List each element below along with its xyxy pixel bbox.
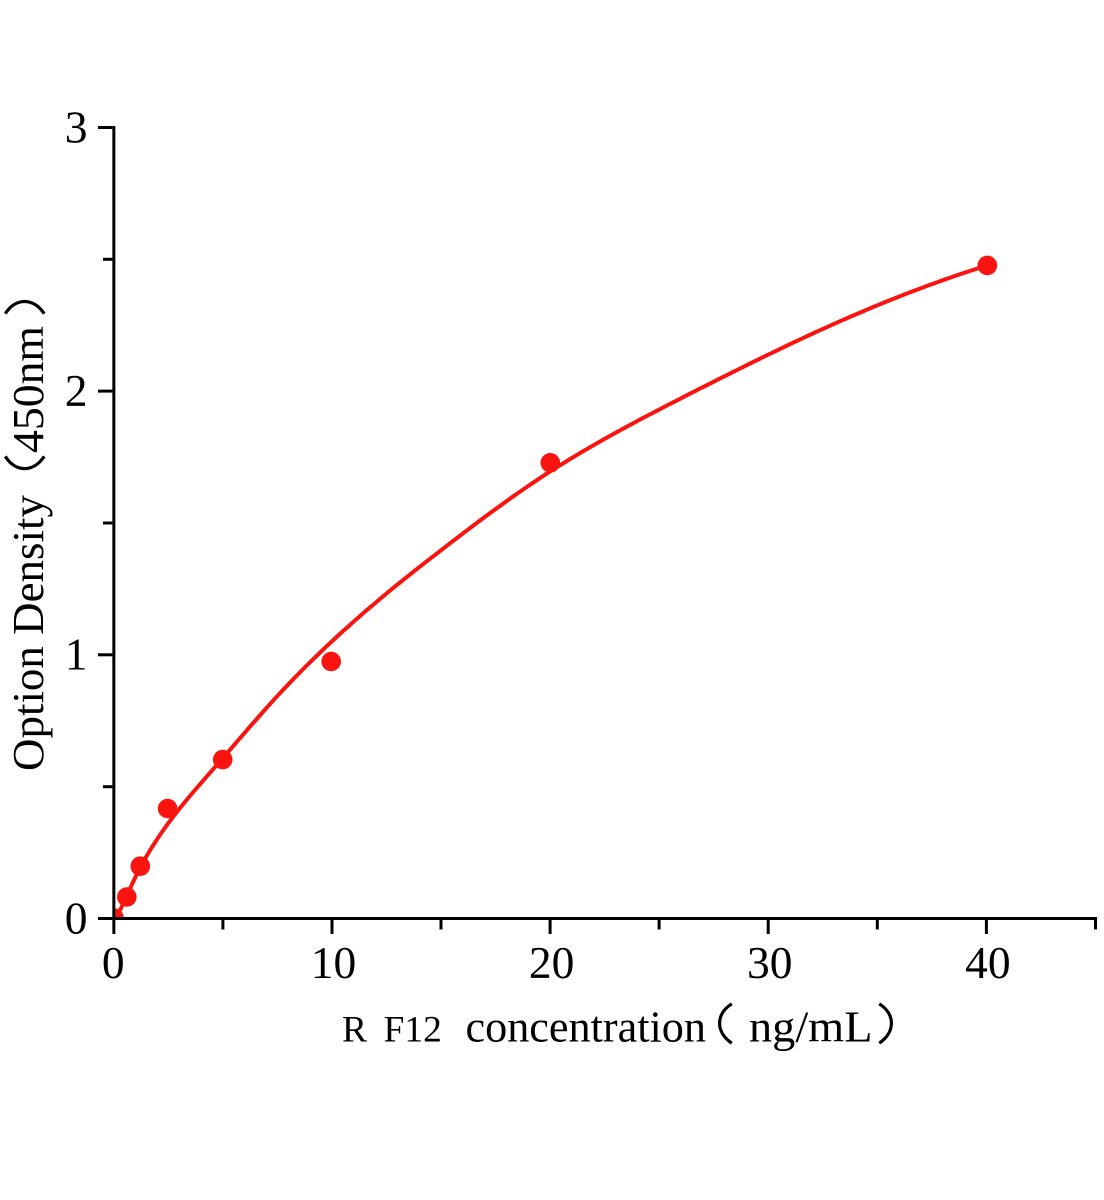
svg-text:concentration: concentration bbox=[466, 1003, 707, 1052]
svg-text:F12: F12 bbox=[384, 1010, 442, 1051]
svg-text:0: 0 bbox=[102, 937, 125, 988]
svg-text:40: 40 bbox=[965, 937, 1011, 988]
svg-text:450nm: 450nm bbox=[4, 326, 53, 453]
svg-text:3: 3 bbox=[65, 101, 88, 152]
svg-text:30: 30 bbox=[747, 937, 793, 988]
svg-text:Option Density: Option Density bbox=[4, 495, 53, 771]
svg-text:ng/mL: ng/mL bbox=[749, 1003, 873, 1052]
svg-text:20: 20 bbox=[529, 937, 575, 988]
svg-text:0: 0 bbox=[65, 892, 88, 943]
svg-text:R: R bbox=[342, 1010, 367, 1051]
svg-text:2: 2 bbox=[65, 365, 88, 416]
svg-text:10: 10 bbox=[311, 937, 357, 988]
svg-text:1: 1 bbox=[65, 629, 88, 680]
